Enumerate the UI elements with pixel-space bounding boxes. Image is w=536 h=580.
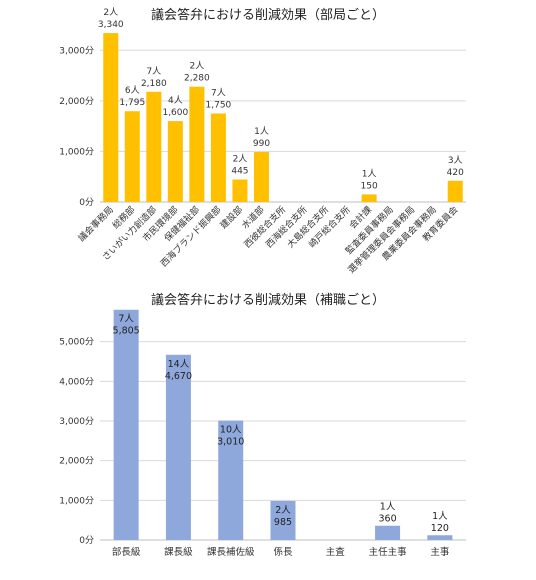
chart-department: 議会答弁における削減効果（部局ごと） 0分1,000分2,000分3,000分 … (59, 7, 466, 276)
category-labels: 部長級 課長級 課長補佐級 係長 主査 主任主事 主事 (112, 546, 450, 558)
bar (427, 535, 453, 540)
bar (210, 113, 226, 202)
y-tick-label: 3,000分 (59, 45, 94, 56)
value-label: 420 (447, 168, 464, 178)
category-label: 課長級 (164, 546, 193, 558)
category-label: 建設部 (217, 204, 245, 232)
value-label: 1,795 (119, 98, 145, 108)
value-label: 1,600 (162, 108, 188, 118)
y-tick-label: 2,000分 (59, 96, 94, 107)
bar (167, 121, 183, 202)
y-tick-label: 1,000分 (59, 146, 94, 157)
people-label: 7人 (211, 88, 226, 99)
people-label: 1人 (362, 168, 377, 179)
y-tick-label: 1,000分 (59, 495, 94, 506)
category-label: 主査 (326, 546, 346, 558)
value-label: 985 (274, 517, 292, 528)
category-label: 主事 (430, 546, 450, 558)
y-tick-label: 2,000分 (59, 456, 94, 467)
chart-title: 議会答弁における削減効果（部局ごと） (151, 7, 385, 23)
bar (113, 309, 139, 540)
bar (146, 91, 162, 202)
bar (165, 354, 191, 540)
bars (103, 33, 463, 202)
category-label: 議会事務局 (76, 204, 116, 244)
people-label: 1人 (380, 502, 396, 513)
people-label: 1人 (254, 126, 269, 137)
value-label: 360 (379, 514, 397, 525)
bar (270, 500, 296, 540)
people-label: 10人 (220, 425, 242, 436)
people-label: 7人 (146, 66, 161, 77)
value-label: 2,180 (141, 79, 167, 89)
chart-title: 議会答弁における削減効果（補職ごと） (151, 292, 385, 308)
value-label: 3,010 (217, 437, 244, 448)
y-tick-label: 0分 (79, 535, 94, 546)
y-tick-label: 0分 (79, 197, 94, 208)
value-label: 5,805 (113, 326, 140, 337)
bar (253, 151, 269, 202)
people-label: 7人 (118, 314, 134, 325)
value-label: 120 (431, 523, 449, 534)
people-label: 3人 (448, 155, 463, 166)
bar (361, 194, 377, 202)
value-label: 4,670 (165, 371, 192, 382)
value-label: 445 (231, 166, 248, 176)
people-label: 1人 (432, 511, 448, 522)
bars (113, 309, 453, 540)
category-label: 部長級 (112, 546, 141, 558)
people-label: 2人 (103, 7, 118, 18)
y-tick-label: 3,000分 (59, 416, 94, 427)
people-label: 2人 (190, 61, 205, 72)
chart-position: 議会答弁における削減効果（補職ごと） 0分 1,000分 2,000分 3,000分 4… (59, 292, 466, 558)
people-label: 6人 (125, 85, 140, 96)
bar (232, 179, 248, 202)
bar (103, 33, 119, 202)
value-label: 1,750 (206, 101, 232, 111)
value-label: 2,280 (184, 74, 210, 84)
y-tick-label: 4,000分 (59, 376, 94, 387)
data-labels: 2人3,3406人1,7957人2,1804人1,6002人2,2807人1,7… (98, 7, 464, 191)
bar (189, 86, 205, 202)
y-axis-ticks: 0分 1,000分 2,000分 3,000分 4,000分 5,000分 (59, 337, 94, 546)
bar (218, 420, 244, 540)
people-label: 14人 (168, 359, 190, 370)
category-labels: 議会事務局総務部さいがい力創造部市民環境部保健福祉部西海ブランド振興部建設部水道… (76, 204, 461, 276)
value-label: 150 (361, 181, 378, 191)
y-tick-label: 5,000分 (59, 337, 94, 348)
people-label: 2人 (275, 505, 291, 516)
value-label: 3,340 (98, 20, 124, 30)
bar (375, 525, 401, 540)
y-axis-ticks: 0分 1,000分 2,000分 3,000分 (59, 45, 94, 208)
people-label: 2人 (233, 153, 248, 164)
bar (124, 111, 140, 202)
bar (447, 180, 463, 202)
category-label: 課長補佐級 (207, 546, 255, 558)
category-label: 主任主事 (369, 546, 408, 558)
people-label: 4人 (168, 95, 183, 106)
value-label: 990 (253, 139, 270, 149)
category-label: 係長 (273, 547, 293, 558)
